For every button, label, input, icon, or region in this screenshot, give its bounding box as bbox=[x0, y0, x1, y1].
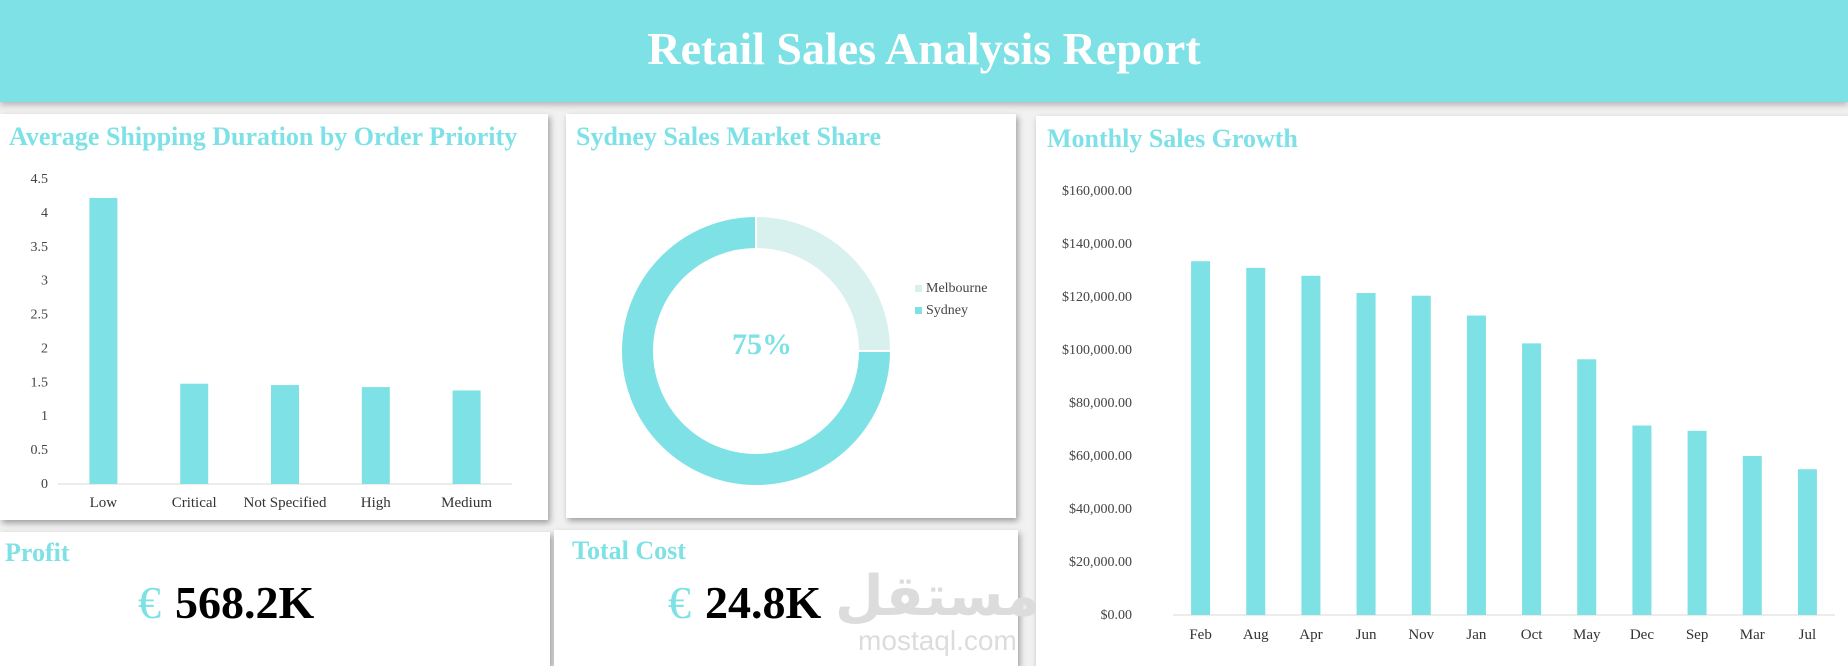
growth-x-tick-label: Dec bbox=[1630, 627, 1654, 643]
legend-swatch bbox=[915, 307, 922, 314]
profit-kpi: € 568.2K bbox=[138, 576, 314, 629]
report-header: Retail Sales Analysis Report bbox=[0, 0, 1848, 102]
shipping-y-tick-label: 3 bbox=[41, 274, 48, 289]
growth-x-tick-label: May bbox=[1573, 627, 1601, 643]
shipping-duration-panel: Average Shipping Duration by Order Prior… bbox=[0, 114, 548, 520]
growth-y-tick-label: $0.00 bbox=[1101, 608, 1133, 623]
shipping-y-tick-label: 1 bbox=[41, 409, 48, 424]
market-share-panel: Sydney Sales Market Share 75% Melbourne S… bbox=[566, 114, 1016, 518]
euro-icon: € bbox=[138, 577, 161, 628]
shipping-x-tick-label: Medium bbox=[441, 495, 492, 511]
shipping-duration-chart: 0 0.5 1 1.5 2 2.5 3 3.5 4 4.5 Low Critical Not Speci… bbox=[31, 172, 512, 511]
growth-x-tick-label: Oct bbox=[1521, 627, 1543, 643]
growth-bar bbox=[1411, 295, 1431, 615]
growth-bar bbox=[1742, 456, 1762, 615]
growth-y-tick-label: $100,000.00 bbox=[1062, 343, 1132, 358]
market-share-title: Sydney Sales Market Share bbox=[576, 122, 882, 151]
growth-bar bbox=[1356, 293, 1376, 615]
watermark: مستقل mostaql.com bbox=[835, 568, 1040, 656]
report-title: Retail Sales Analysis Report bbox=[647, 23, 1201, 74]
legend-label: Sydney bbox=[926, 303, 968, 318]
total-cost-kpi: € 24.8K bbox=[668, 576, 821, 629]
profit-panel: Profit € 568.2K bbox=[0, 532, 550, 666]
growth-x-tick-label: Jun bbox=[1356, 627, 1377, 643]
growth-x-tick-label: Feb bbox=[1189, 627, 1212, 643]
shipping-y-tick-label: 2 bbox=[41, 341, 48, 356]
growth-y-tick-label: $140,000.00 bbox=[1062, 237, 1132, 252]
watermark-arabic: مستقل bbox=[835, 564, 1040, 627]
donut-slice-sydney bbox=[620, 214, 893, 487]
shipping-x-tick-label: Not Specified bbox=[244, 495, 327, 511]
donut-center-label: 75% bbox=[732, 328, 792, 361]
growth-x-tick-label: Aug bbox=[1243, 627, 1269, 643]
monthly-growth-chart: $0.00 $20,000.00 $40,000.00 $60,000.00 $80,0… bbox=[1062, 184, 1835, 643]
shipping-y-tick-label: 3.5 bbox=[31, 240, 49, 255]
growth-bar bbox=[1632, 425, 1652, 615]
shipping-bar bbox=[452, 390, 481, 484]
growth-x-tick-label: Nov bbox=[1408, 627, 1434, 643]
growth-bar bbox=[1797, 469, 1817, 615]
shipping-y-tick-label: 0.5 bbox=[31, 443, 49, 458]
growth-bar bbox=[1687, 430, 1707, 615]
profit-value: 568.2K bbox=[175, 577, 315, 628]
shipping-x-tick-label: Low bbox=[90, 495, 118, 511]
total-cost-value: 24.8K bbox=[705, 577, 822, 628]
growth-y-tick-label: $120,000.00 bbox=[1062, 290, 1132, 305]
shipping-bar bbox=[180, 383, 209, 484]
shipping-bar bbox=[361, 387, 390, 484]
shipping-y-tick-label: 2.5 bbox=[31, 308, 49, 323]
total-cost-title: Total Cost bbox=[572, 536, 686, 565]
shipping-y-tick-label: 0 bbox=[41, 477, 48, 492]
shipping-y-tick-label: 1.5 bbox=[31, 375, 49, 390]
growth-y-tick-label: $80,000.00 bbox=[1069, 396, 1132, 411]
growth-y-tick-label: $60,000.00 bbox=[1069, 449, 1132, 464]
growth-bar bbox=[1466, 315, 1486, 615]
shipping-y-tick-label: 4 bbox=[41, 206, 48, 221]
shipping-x-tick-label: High bbox=[361, 495, 392, 511]
growth-bar bbox=[1246, 267, 1266, 615]
shipping-bar bbox=[89, 197, 118, 484]
growth-x-tick-label: Mar bbox=[1740, 627, 1765, 643]
total-cost-panel: Total Cost € 24.8K bbox=[554, 530, 1018, 666]
shipping-x-tick-label: Critical bbox=[172, 495, 217, 511]
market-share-donut-chart: 75% Melbourne Sydney bbox=[620, 214, 987, 487]
shipping-bar bbox=[271, 385, 299, 484]
growth-bar bbox=[1577, 359, 1597, 615]
shipping-y-tick-label: 4.5 bbox=[31, 172, 49, 187]
legend-swatch bbox=[915, 285, 922, 292]
growth-x-tick-label: Jul bbox=[1799, 627, 1817, 643]
growth-x-tick-label: Apr bbox=[1299, 627, 1322, 643]
growth-x-tick-label: Jan bbox=[1466, 627, 1486, 643]
shipping-chart-title: Average Shipping Duration by Order Prior… bbox=[9, 122, 518, 151]
watermark-latin: mostaql.com bbox=[858, 625, 1017, 656]
profit-title: Profit bbox=[5, 538, 70, 567]
growth-bar bbox=[1522, 343, 1542, 615]
growth-x-tick-label: Sep bbox=[1686, 627, 1709, 643]
growth-bar bbox=[1301, 275, 1321, 615]
monthly-growth-title: Monthly Sales Growth bbox=[1047, 124, 1298, 153]
growth-y-tick-label: $20,000.00 bbox=[1069, 555, 1132, 570]
euro-icon: € bbox=[668, 577, 691, 628]
growth-y-tick-label: $40,000.00 bbox=[1069, 502, 1132, 517]
growth-y-tick-label: $160,000.00 bbox=[1062, 184, 1132, 199]
legend-label: Melbourne bbox=[926, 281, 987, 296]
growth-bar bbox=[1191, 261, 1211, 615]
monthly-growth-panel: Monthly Sales Growth $0.00 $20,000.00 $40,… bbox=[1036, 116, 1848, 666]
